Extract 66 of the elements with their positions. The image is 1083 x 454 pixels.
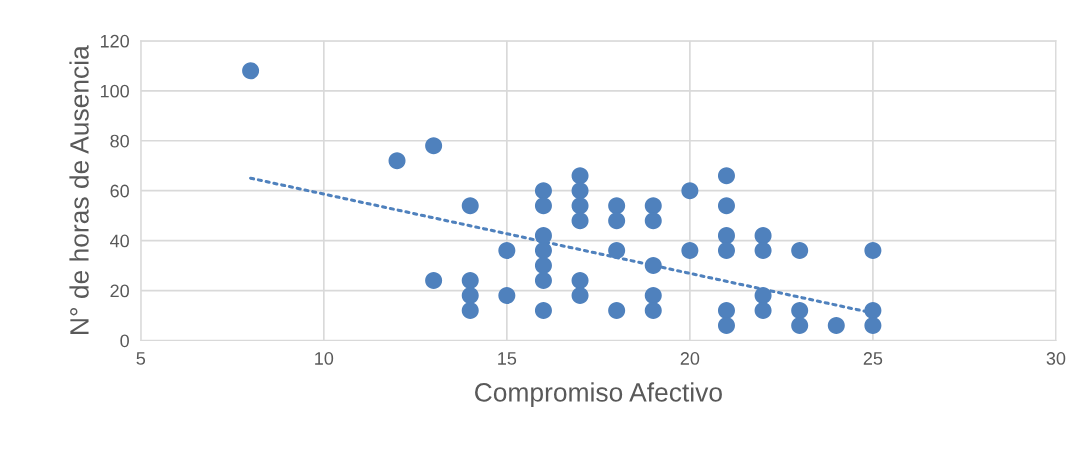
point	[534, 182, 552, 200]
point	[644, 302, 662, 320]
point	[571, 287, 589, 305]
point	[498, 242, 516, 260]
point	[608, 212, 626, 230]
point	[608, 197, 626, 215]
point	[717, 227, 735, 245]
point	[864, 302, 882, 320]
x-tick-label: 25	[863, 352, 883, 365]
y-tick-label: 40	[110, 234, 129, 248]
y-axis-title: N° de horas de Ausencia	[69, 45, 89, 334]
point	[534, 197, 552, 215]
point	[242, 62, 260, 80]
x-tick-label: 15	[498, 352, 517, 365]
y-tick-label: 120	[100, 34, 129, 48]
point	[791, 242, 809, 260]
point	[644, 257, 662, 275]
point	[461, 197, 479, 215]
x-axis-title: Compromiso Afectivo	[475, 382, 722, 407]
point	[791, 302, 809, 320]
point	[644, 212, 662, 230]
point	[681, 242, 699, 260]
point	[644, 287, 662, 305]
point	[534, 272, 552, 290]
x-tick-label: 30	[1046, 352, 1066, 365]
point	[461, 287, 479, 305]
x-tick-label: 5	[136, 352, 146, 365]
point	[534, 227, 552, 245]
point	[534, 302, 552, 320]
point	[461, 302, 479, 320]
point	[717, 317, 735, 335]
point	[717, 197, 735, 215]
point	[791, 317, 809, 335]
point	[754, 287, 772, 305]
point	[754, 242, 772, 260]
point	[534, 242, 552, 260]
y-tick-label: 0	[120, 334, 129, 348]
point	[608, 242, 626, 260]
point	[864, 242, 882, 260]
point	[644, 197, 662, 215]
y-tick-label: 100	[100, 84, 129, 98]
point	[754, 227, 772, 245]
point	[388, 152, 406, 170]
point	[681, 182, 699, 200]
point	[571, 212, 589, 230]
point	[608, 302, 626, 320]
y-tick-label: 20	[110, 284, 129, 298]
point	[827, 317, 845, 335]
point	[717, 302, 735, 320]
point	[571, 197, 589, 215]
point	[864, 317, 882, 335]
point	[717, 242, 735, 260]
x-tick-label: 10	[315, 352, 334, 365]
point	[461, 272, 479, 290]
point	[717, 167, 735, 185]
x-tick-label: 20	[680, 352, 700, 365]
point	[571, 182, 589, 200]
point	[571, 167, 589, 185]
point	[498, 287, 516, 305]
point	[425, 272, 443, 290]
point	[425, 137, 443, 155]
point	[754, 302, 772, 320]
y-tick-label: 60	[110, 184, 129, 198]
y-tick-label: 80	[110, 134, 129, 148]
point	[534, 257, 552, 275]
point	[571, 272, 589, 290]
